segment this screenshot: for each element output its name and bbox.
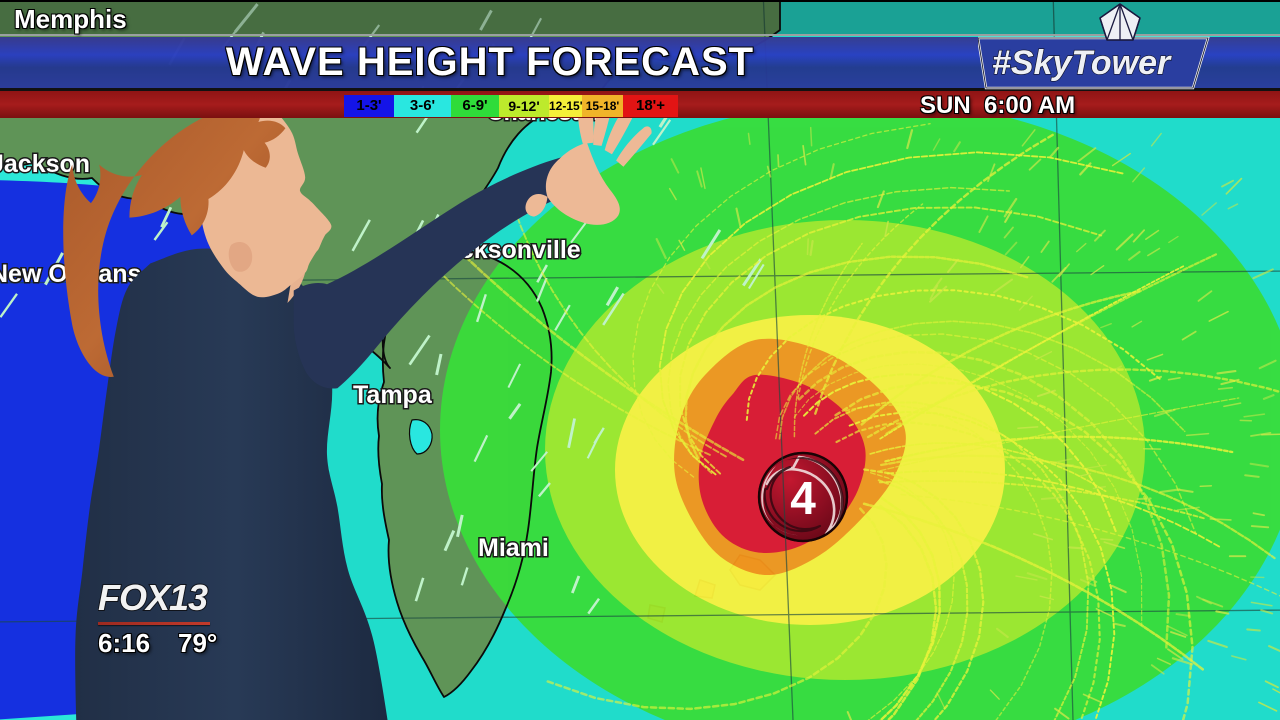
svg-text:FOX13: FOX13	[98, 580, 208, 616]
svg-text:#SkyTower: #SkyTower	[992, 44, 1172, 82]
